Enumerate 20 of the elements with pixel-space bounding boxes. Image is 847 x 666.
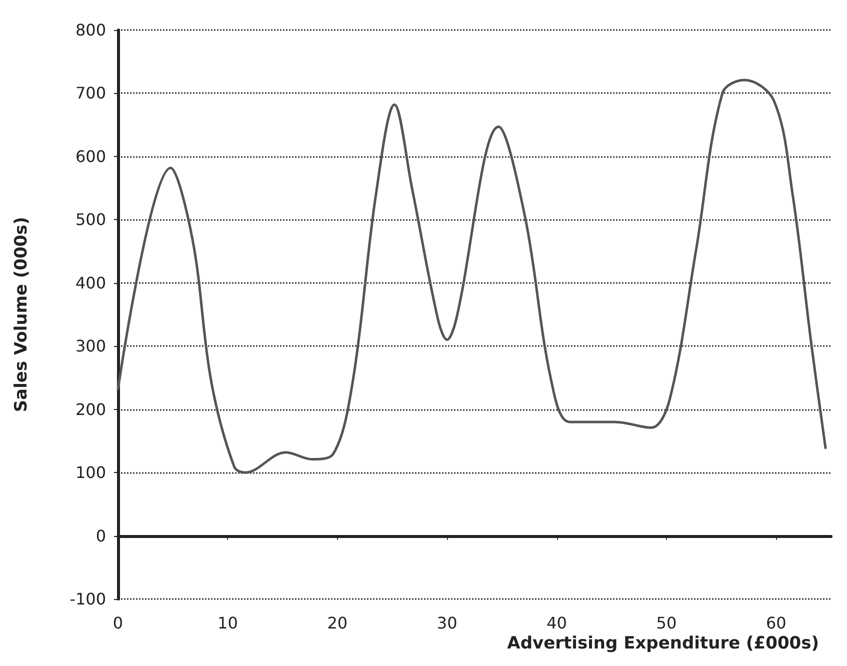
x-tick-label: 60 [766, 614, 786, 632]
line-series [116, 78, 827, 474]
y-tick-label: 100 [75, 463, 106, 482]
x-tick-label: 50 [656, 614, 677, 632]
y-axis-title: Sales Volume (000s) [12, 216, 32, 412]
x-tick-label: 10 [218, 614, 238, 632]
x-tick-label: 30 [436, 614, 458, 632]
y-tick-label: 700 [75, 84, 106, 103]
x-tick-label: 40 [546, 614, 567, 632]
x-axis-title: Advertising Expenditure (£000s) [507, 634, 820, 654]
x-tick-label: 20 [327, 614, 348, 632]
y-tick-label: 400 [75, 273, 106, 292]
y-tick-label: 300 [75, 336, 106, 356]
y-tick-label: -100 [70, 590, 106, 608]
y-tick-label: 800 [75, 20, 106, 40]
y-tick-label: 500 [75, 210, 106, 230]
y-tick-label: 0 [96, 526, 106, 546]
y-tick-label: 200 [75, 400, 106, 419]
y-tick-label: 600 [75, 146, 106, 166]
x-tick-label: 0 [112, 614, 124, 632]
